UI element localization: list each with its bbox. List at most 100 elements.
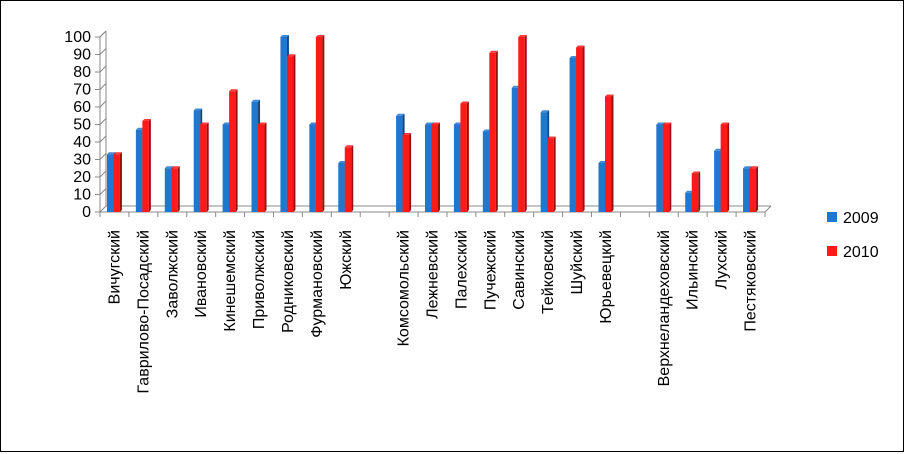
x-category-label: Лежневский [425,230,442,319]
bar-2010-Савинский [518,35,527,212]
bar-2010-Родниковский [286,54,296,212]
bar-top [425,122,434,125]
bar-front [691,173,699,212]
legend-swatch-2010 [827,246,837,256]
bar-top [489,50,498,53]
floor-right-edge [764,205,772,213]
x-category-labels: Вичугский Гаврилово-Посадский Заволжский Ив… [106,230,759,393]
bar-side [177,166,180,212]
x-category-label: Заволжский [164,230,181,318]
bar-2010-Лежневский [431,122,440,212]
y-tick-label: 70 [73,82,91,99]
y-tick-wall-line [99,135,107,143]
legend-label-2010: 2010 [843,244,879,261]
x-category-label: Приволжский [251,230,268,329]
y-tick-wall-line [99,83,107,90]
bar-top [135,127,145,130]
y-tick-wall-line [99,205,107,213]
bar-top [402,133,412,135]
bar-top [743,166,752,169]
bar-side [611,94,614,212]
x-category-label: Гаврилово-Посадский [135,230,152,393]
bar-2010-Заволжский [171,166,180,212]
bar-top [460,101,469,104]
x-category-label: Кинешемский [222,230,239,332]
bar-top [338,161,347,163]
chart-bars [106,35,759,212]
bar-2010-Ивановский [200,122,209,212]
bar-side [322,35,325,212]
x-category-label: Комсомольский [396,230,413,346]
bar-top [200,122,209,125]
bar-front [402,135,410,212]
bar-side [698,171,701,212]
bar-side [756,166,759,212]
y-tick-label: 20 [73,169,91,186]
bar-side [582,45,585,212]
bar-top [691,171,701,174]
x-category-label: Вичугский [106,230,123,304]
bar-front [425,124,432,212]
bar-side [206,122,209,212]
chart-legend: 2009 2010 [827,210,879,261]
y-tick-wall-line [99,118,107,125]
bar-front [604,96,612,212]
bar-top [431,122,440,125]
bar-side [235,89,238,212]
x-category-label: Ильинский [685,230,702,310]
bar-front [106,154,114,212]
bar-front [280,37,287,212]
bar-2010-Пучежский [489,50,498,212]
bar-2010-Шуйский [576,45,585,212]
bar-top [142,119,151,121]
bar-front [229,91,236,212]
bar-front [135,129,143,212]
bar-front [142,121,149,212]
y-tick-wall-line [99,188,107,195]
bar-front [685,192,692,212]
bar-side [438,122,440,212]
bar-side [524,35,527,212]
x-category-label: Шуйский [569,230,586,294]
bar-front [164,168,172,212]
bar-2010-Гаврилово-Посадский [142,119,151,212]
x-category-label: Тейковский [540,230,557,314]
x-category-label: Верхнеландеховский [656,230,673,386]
bar-top [171,166,180,169]
bar-front [193,110,201,212]
bar-top [229,89,238,92]
x-category-label: Пестяковский [743,230,760,332]
bar-front [743,168,750,212]
bar-front [489,52,496,212]
bar-front [113,154,120,212]
bar-side [351,145,354,212]
bar-front [251,101,259,212]
bar-2010-Кинешемский [229,89,238,212]
bar-top [576,45,585,48]
y-tick-label: 90 [73,47,91,64]
y-tick-wall-line [99,170,107,178]
bar-front [482,131,490,212]
bar-top [569,56,579,58]
bar-top [453,122,463,125]
x-category-label: Южский [338,230,355,290]
bar-side [409,133,412,212]
y-tick-label: 60 [73,99,91,116]
y-tick-label: 50 [73,117,91,134]
bar-front [453,124,461,212]
bar-front [547,138,554,212]
bar-side [119,152,122,212]
bar-2010-Ильинский [691,171,701,212]
bar-front [431,124,438,212]
bar-top [251,99,261,102]
bar-2010-Лухский [720,122,730,212]
bar-front [338,163,345,212]
bar-top [315,35,325,37]
bar-front [460,103,467,212]
bar-front [309,124,316,212]
bar-top [309,122,318,125]
bar-front [200,124,207,212]
bar-top [656,122,665,125]
